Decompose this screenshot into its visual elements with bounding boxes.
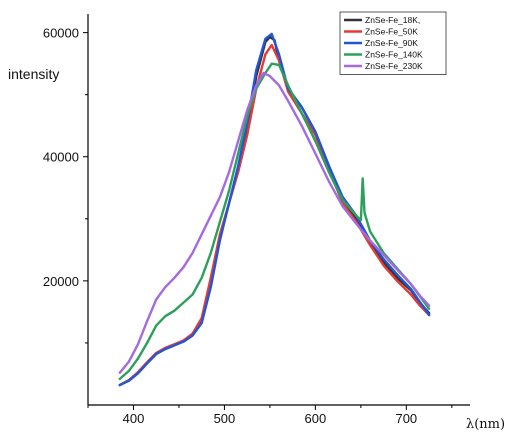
x-axis-label: λ(nm): [466, 417, 505, 432]
legend-label: ZnSe-Fe_50K: [365, 27, 418, 37]
legend-label: ZnSe-Fe_140K: [365, 50, 423, 60]
legend-label: ZnSe-Fe_18K,: [365, 15, 420, 25]
x-tick-label: 400: [123, 411, 145, 426]
x-tick-label: 500: [214, 411, 236, 426]
axes: 400 500 600 700 20000 40000 60000: [43, 14, 470, 426]
series-line-3: [118, 32, 431, 387]
x-tick-label: 600: [305, 411, 327, 426]
x-tick-label: 700: [395, 411, 417, 426]
series-line-1: [118, 35, 431, 387]
plot-area: [118, 32, 431, 387]
y-tick-label: 40000: [43, 150, 79, 165]
series-line-2: [118, 43, 431, 387]
y-tick-label: 60000: [43, 26, 79, 41]
y-tick-label: 20000: [43, 274, 79, 289]
legend-label: ZnSe-Fe_230K: [365, 61, 423, 71]
series-line-5: [118, 71, 431, 374]
legend-label: ZnSe-Fe_90K: [365, 38, 418, 48]
y-axis-label: intensity: [8, 66, 59, 82]
series-line-4: [118, 62, 431, 381]
